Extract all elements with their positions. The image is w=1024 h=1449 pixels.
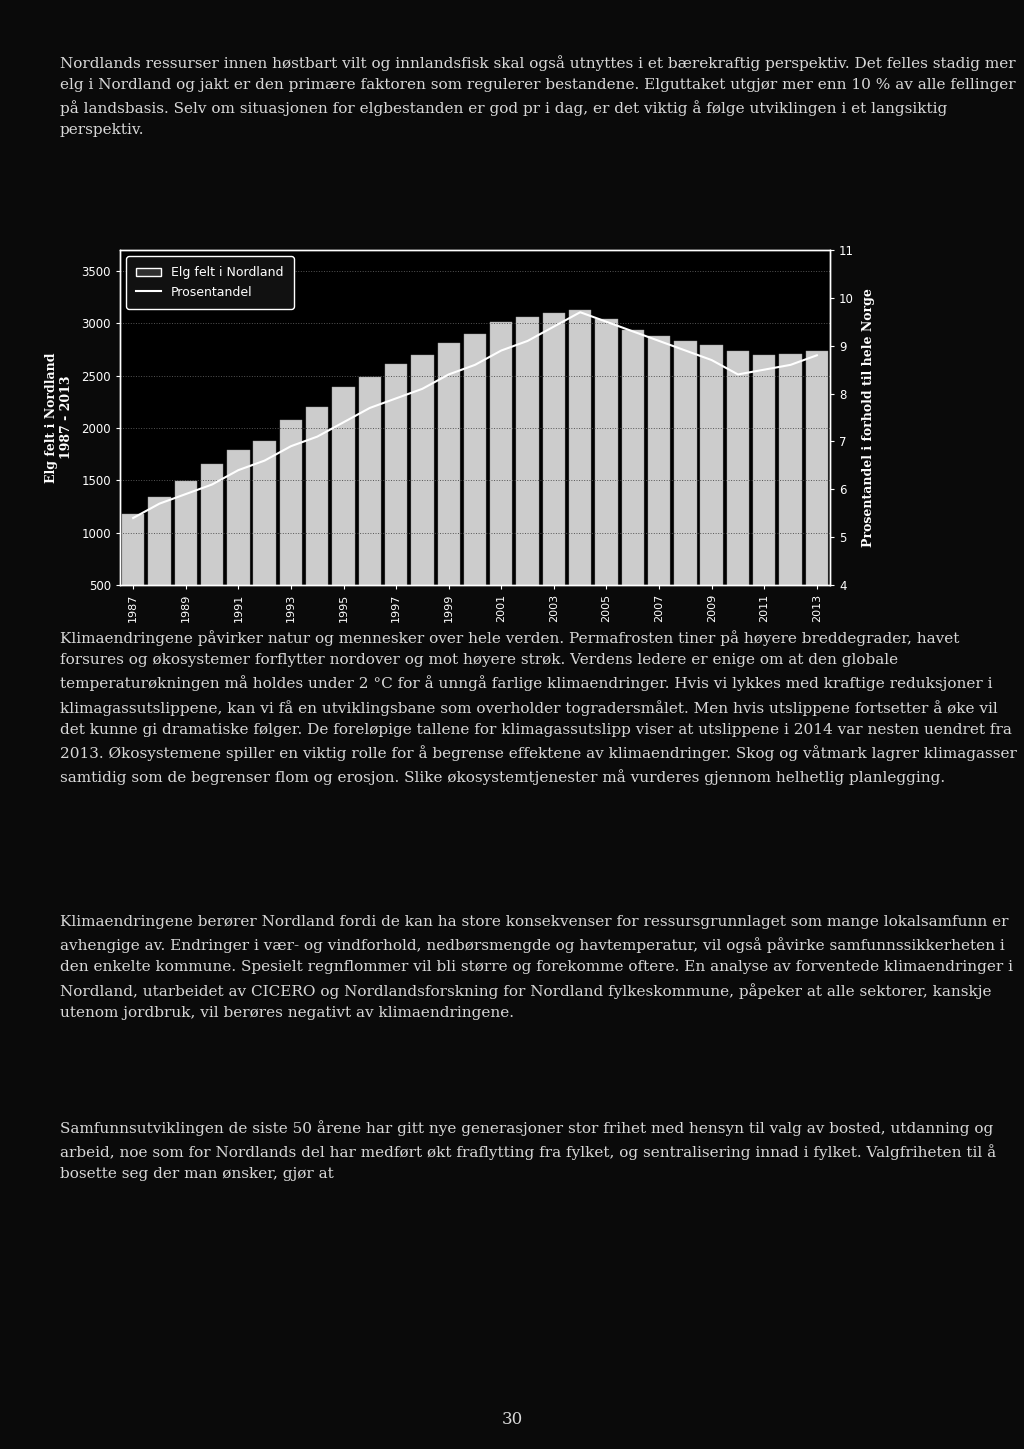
Text: Klimaendringene berører Nordland fordi de kan ha store konsekvenser for ressursg: Klimaendringene berører Nordland fordi d… xyxy=(60,914,1013,1020)
Bar xyxy=(412,355,433,638)
Bar xyxy=(648,336,671,638)
Bar xyxy=(753,355,775,638)
Text: Klimaendringene påvirker natur og mennesker over hele verden. Permafrosten tiner: Klimaendringene påvirker natur og mennes… xyxy=(60,630,1017,785)
Y-axis label: Elg felt i Nordland
1987 - 2013: Elg felt i Nordland 1987 - 2013 xyxy=(45,352,73,483)
Text: Samfunnsutviklingen de siste 50 årene har gitt nye generasjoner stor frihet med : Samfunnsutviklingen de siste 50 årene ha… xyxy=(60,1120,996,1181)
Bar xyxy=(490,322,512,638)
Bar xyxy=(437,343,460,638)
Bar xyxy=(595,319,617,638)
Y-axis label: Prosentandel i forhold til hele Norge: Prosentandel i forhold til hele Norge xyxy=(862,288,876,546)
Bar xyxy=(174,481,197,638)
Bar xyxy=(280,420,302,638)
Bar xyxy=(727,351,750,638)
Bar xyxy=(516,317,539,638)
Bar xyxy=(700,345,723,638)
Legend: Elg felt i Nordland, Prosentandel: Elg felt i Nordland, Prosentandel xyxy=(126,256,294,309)
Bar xyxy=(385,364,408,638)
Bar xyxy=(148,497,171,638)
Bar xyxy=(779,354,802,638)
Bar xyxy=(543,313,565,638)
Bar xyxy=(306,407,329,638)
Bar xyxy=(674,341,696,638)
Bar xyxy=(227,451,250,638)
Bar xyxy=(122,514,144,638)
Bar xyxy=(333,387,354,638)
Bar xyxy=(464,333,486,638)
Bar xyxy=(569,310,592,638)
Bar xyxy=(201,464,223,638)
Bar xyxy=(622,329,644,638)
Text: Nordlands ressurser innen høstbart vilt og innlandsfisk skal også utnyttes i et : Nordlands ressurser innen høstbart vilt … xyxy=(60,55,1016,138)
Text: 30: 30 xyxy=(502,1411,522,1429)
Bar xyxy=(254,440,275,638)
Bar xyxy=(806,351,828,638)
Bar xyxy=(358,377,381,638)
